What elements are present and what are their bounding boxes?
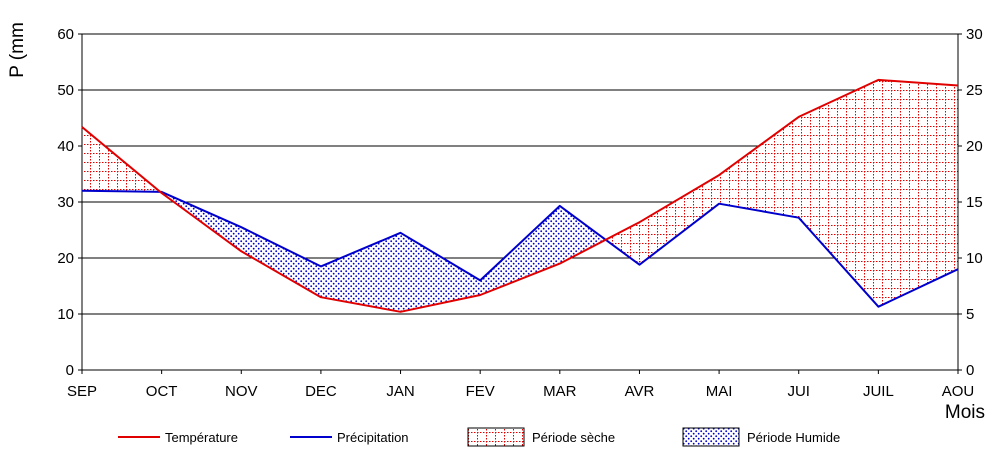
x-tick-label: MAI (706, 383, 733, 400)
x-tick-label: JUI (787, 383, 810, 400)
legend-label-wet-period: Période Humide (747, 430, 840, 445)
dry-period-area (605, 79, 958, 307)
right-tick-label: 25 (966, 82, 983, 99)
left-tick-label: 20 (57, 250, 74, 267)
wet-period-area (160, 191, 606, 312)
legend-swatch-dry-period (467, 427, 525, 447)
legend: Température Précipitation Période sèche … (118, 427, 840, 447)
period-fills (82, 79, 958, 312)
temperature-line (81, 78, 959, 313)
right-tick-label: 10 (966, 250, 983, 267)
x-axis-label: Mois (945, 402, 985, 423)
right-tick-label: 0 (966, 362, 974, 379)
x-tick-label: NOV (225, 383, 258, 400)
axes (78, 33, 962, 374)
x-tick-label: FEV (466, 383, 495, 400)
left-tick-label: 50 (57, 82, 74, 99)
left-tick-label: 10 (57, 306, 74, 323)
x-tick-label: AOU (942, 383, 975, 400)
x-tick-label: DEC (305, 383, 337, 400)
left-tick-label: 30 (57, 194, 74, 211)
gridlines (82, 33, 958, 315)
legend-label-dry-period: Période sèche (532, 430, 615, 445)
right-tick-label: 5 (966, 306, 974, 323)
right-tick-label: 20 (966, 138, 983, 155)
legend-swatch-wet-period (682, 427, 740, 447)
tick-labels: 0 10 20 30 40 50 60 0 5 10 15 20 25 30 SEP OCT NOV DEC JAN… (57, 26, 982, 400)
x-tick-label: MAR (543, 383, 577, 400)
right-tick-label: 30 (966, 26, 983, 43)
x-tick-label: AVR (625, 383, 655, 400)
x-tick-label: JUIL (863, 383, 894, 400)
left-tick-label: 0 (66, 362, 74, 379)
left-tick-label: 60 (57, 26, 74, 43)
legend-label-precipitation: Précipitation (337, 430, 409, 445)
x-tick-label: SEP (67, 383, 97, 400)
x-tick-label: OCT (146, 383, 178, 400)
precipitation-line (81, 189, 959, 308)
left-tick-label: 40 (57, 138, 74, 155)
x-tick-label: JAN (386, 383, 414, 400)
right-tick-label: 15 (966, 194, 983, 211)
y-axis-label: P (mm (7, 22, 28, 78)
legend-label-temperature: Température (165, 430, 238, 445)
series-lines (81, 78, 959, 313)
